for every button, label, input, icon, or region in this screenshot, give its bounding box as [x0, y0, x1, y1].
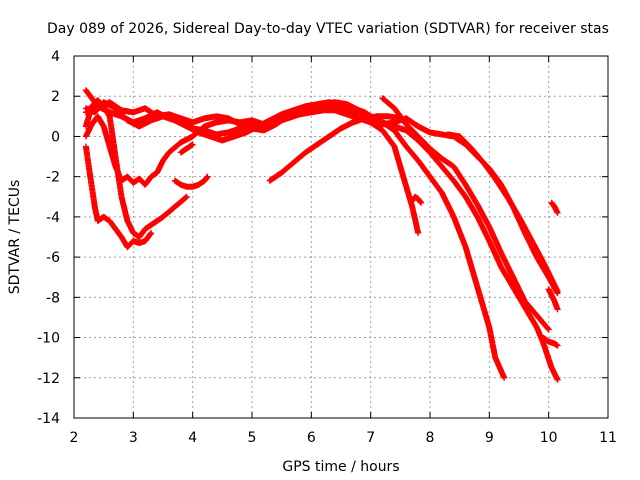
series-markers [177, 141, 196, 156]
chart-title: Day 089 of 2026, Sidereal Day-to-day VTE… [47, 21, 609, 37]
y-tick-label: 2 [51, 89, 60, 105]
y-tick-label: 4 [51, 49, 60, 65]
series-track-14 [177, 141, 196, 156]
y-tick-label: -4 [46, 210, 60, 226]
y-axis-title: SDTVAR / TECUs [7, 180, 23, 295]
y-tick-label: -12 [37, 371, 60, 387]
x-tick-label: 2 [70, 430, 79, 446]
series-markers [548, 199, 561, 216]
series-track-15 [409, 193, 425, 206]
series-track-9 [444, 131, 561, 295]
series-markers [266, 113, 410, 184]
y-tick-label: -6 [46, 250, 60, 266]
x-tick-label: 8 [426, 430, 435, 446]
series-markers [171, 173, 211, 190]
series-track-4 [82, 97, 190, 240]
x-tick-label: 10 [540, 430, 558, 446]
series-markers [545, 286, 561, 313]
series-track-10 [539, 334, 561, 349]
y-tick-label: -14 [37, 411, 60, 427]
x-tick-label: 11 [599, 430, 617, 446]
y-tick-label: 0 [51, 129, 60, 145]
series-track-11 [548, 199, 561, 216]
x-tick-label: 3 [129, 430, 138, 446]
x-tick-labels: 2 3 4 5 6 7 8 9 10 11 [70, 430, 617, 446]
series-track-1 [82, 87, 508, 381]
series-track-12 [545, 286, 561, 313]
y-tick-label: -2 [46, 170, 60, 186]
data-series-layer [82, 87, 561, 383]
x-tick-label: 5 [248, 430, 257, 446]
x-tick-label: 6 [307, 430, 316, 446]
series-markers [539, 334, 561, 349]
series-track-5 [82, 143, 155, 251]
series-markers [82, 143, 155, 251]
series-track-13 [171, 173, 211, 190]
series-markers [444, 131, 561, 295]
y-tick-label: -10 [37, 331, 60, 347]
series-markers [82, 97, 190, 240]
y-tick-label: -8 [46, 290, 60, 306]
series-markers [409, 193, 425, 206]
grid-lines [74, 56, 608, 418]
series-markers [82, 87, 508, 381]
axis-ticks [73, 55, 609, 419]
plot-frame [73, 55, 609, 419]
series-track-8 [266, 113, 410, 184]
x-tick-label: 7 [366, 430, 375, 446]
x-axis-title: GPS time / hours [282, 459, 399, 475]
x-tick-label: 9 [485, 430, 494, 446]
x-tick-label: 4 [188, 430, 197, 446]
y-tick-labels: 4 2 0 -2 -4 -6 -8 -10 -12 -14 [37, 49, 60, 427]
